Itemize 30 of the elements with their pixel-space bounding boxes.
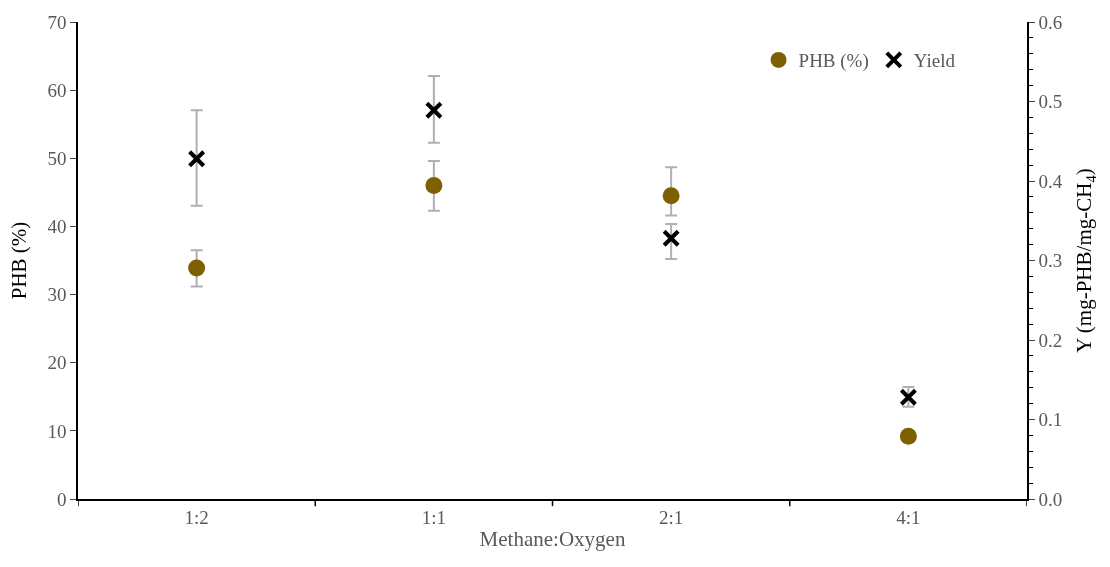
y-axis-title: PHB (%) [7,221,32,300]
y2-tick-label: 0.6 [1038,11,1063,33]
point [188,259,206,277]
x-tick-label: 2:1 [658,506,684,528]
y-tick-label: 60 [47,79,67,101]
y-tick-label: 10 [47,420,67,442]
x-tick-label: 1:1 [421,506,447,528]
y2-tick-label: 0.5 [1038,91,1063,113]
y-tick-label: 40 [47,216,67,238]
x-tick-label: 4:1 [896,506,921,528]
y2-tick-label: 0.1 [1038,409,1063,431]
y2-tick-label: 0.4 [1038,170,1063,192]
y2-tick-label: 0.2 [1038,329,1063,351]
y-tick-label: 20 [47,352,67,374]
y-tick-label: 0 [56,488,67,510]
legend-label: PHB (%) [798,50,869,73]
point [662,187,680,205]
y-tick-label: 30 [47,284,67,306]
point [187,149,206,168]
x-axis-title: Methane:Oxygen [479,527,626,552]
y-tick-label: 70 [47,11,67,33]
legend-label: Yield [913,50,956,72]
y2-tick-label: 0.0 [1038,488,1063,510]
point [424,101,443,120]
point [662,229,681,248]
point [425,177,443,195]
y2-tick-label: 0.3 [1038,250,1063,272]
x-tick-label: 1:2 [184,506,209,528]
y-tick-label: 50 [47,147,67,169]
point [899,427,917,445]
